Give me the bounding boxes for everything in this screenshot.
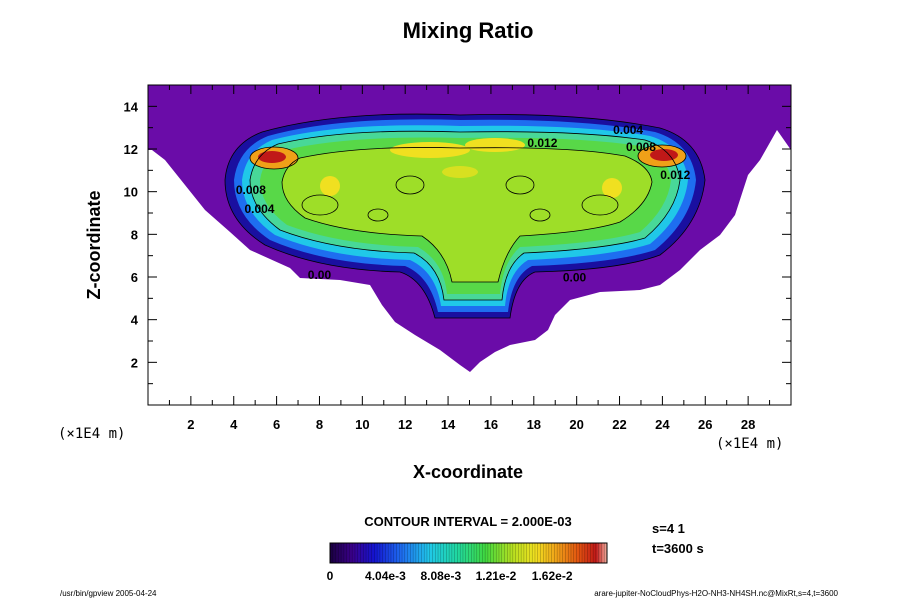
colorbar-dividers <box>332 543 605 563</box>
colorbar-tick-label: 8.08e-3 <box>420 569 461 583</box>
max-core-right-inner <box>650 149 678 161</box>
x-tick-label: 16 <box>484 417 498 432</box>
contour-lines <box>224 113 706 319</box>
y-tick-label: 10 <box>124 185 138 200</box>
y-axis-title: Z-coordinate <box>84 190 104 299</box>
chart-title: Mixing Ratio <box>403 18 534 43</box>
colorbar-frame <box>329 542 608 564</box>
y-tick-label: 4 <box>131 313 139 328</box>
contour-labels: 0.012 0.004 0.008 0.012 0.008 0.004 0.00 0.00 <box>236 123 691 284</box>
contour-interval-label: CONTOUR INTERVAL = 2.000E-03 <box>364 514 571 529</box>
x-tick-label: 14 <box>441 417 456 432</box>
contour-label: 0.004 <box>244 202 274 216</box>
colorbar-tick-labels: 0 4.04e-3 8.08e-3 1.21e-2 1.62e-2 <box>327 569 573 583</box>
x-tick-label: 6 <box>273 417 280 432</box>
y-tick-label: 6 <box>131 270 138 285</box>
colorbar-tick-label: 0 <box>327 569 334 583</box>
footer-left: /usr/bin/gpview 2005-04-24 <box>60 589 157 598</box>
y-tick-label: 14 <box>124 99 139 114</box>
contour-label: 0.00 <box>308 268 332 282</box>
yellow-core-2 <box>465 138 525 152</box>
contour-fill <box>148 85 791 372</box>
yellow-core-4 <box>602 178 622 198</box>
slice-label: s=4 1 <box>652 521 685 536</box>
x-axis-ticks: 2 4 6 8 10 12 14 16 18 20 22 24 26 28 <box>168 85 771 432</box>
x-tick-label: 10 <box>355 417 369 432</box>
y-tick-label: 12 <box>124 142 138 157</box>
yellow-core-1 <box>390 142 470 158</box>
y-tick-label: 2 <box>131 355 138 370</box>
contour-label: 0.00 <box>563 270 587 284</box>
contour-label: 0.012 <box>527 136 557 150</box>
x-tick-label: 28 <box>741 417 755 432</box>
y-tick-label: 8 <box>131 227 138 242</box>
contour-label: 0.008 <box>626 140 656 154</box>
colorbar-tick-label: 1.62e-2 <box>532 569 573 583</box>
time-label: t=3600 s <box>652 541 704 556</box>
y-axis-ticks: 2 4 6 8 10 12 14 <box>124 99 791 385</box>
x-tick-label: 8 <box>316 417 323 432</box>
x-tick-label: 12 <box>398 417 412 432</box>
yellow-core-3 <box>320 176 340 196</box>
x-tick-label: 4 <box>230 417 238 432</box>
x-axis-unit: (×1E4 m) <box>716 436 783 452</box>
colorbar-tick-label: 1.21e-2 <box>476 569 517 583</box>
yellow-core-5 <box>442 166 478 178</box>
x-tick-label: 26 <box>698 417 712 432</box>
max-core-left-inner <box>258 151 286 163</box>
x-axis-title: X-coordinate <box>413 462 523 482</box>
contour-label: 0.008 <box>236 183 266 197</box>
x-tick-label: 24 <box>655 417 670 432</box>
y-axis-unit: (×1E4 m) <box>58 426 125 442</box>
colorbar-tick-label: 4.04e-3 <box>365 569 406 583</box>
x-tick-label: 22 <box>612 417 626 432</box>
footer-right: arare-jupiter-NoCloudPhys-H2O-NH3-NH4SH.… <box>594 589 838 598</box>
contour-label: 0.004 <box>613 123 643 137</box>
x-tick-label: 20 <box>569 417 583 432</box>
contour-level-6 <box>282 147 652 282</box>
x-tick-label: 18 <box>527 417 541 432</box>
x-tick-label: 2 <box>187 417 194 432</box>
contour-label: 0.012 <box>660 168 690 182</box>
